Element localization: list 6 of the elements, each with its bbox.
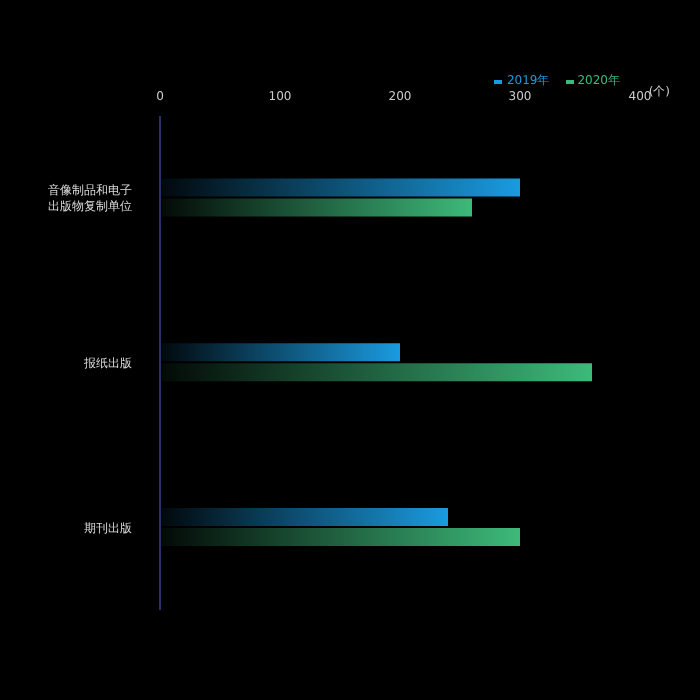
bar xyxy=(160,198,472,217)
bar xyxy=(160,363,592,382)
bar xyxy=(160,343,400,362)
bar xyxy=(160,178,520,197)
bar xyxy=(160,507,448,526)
bar xyxy=(160,527,520,546)
